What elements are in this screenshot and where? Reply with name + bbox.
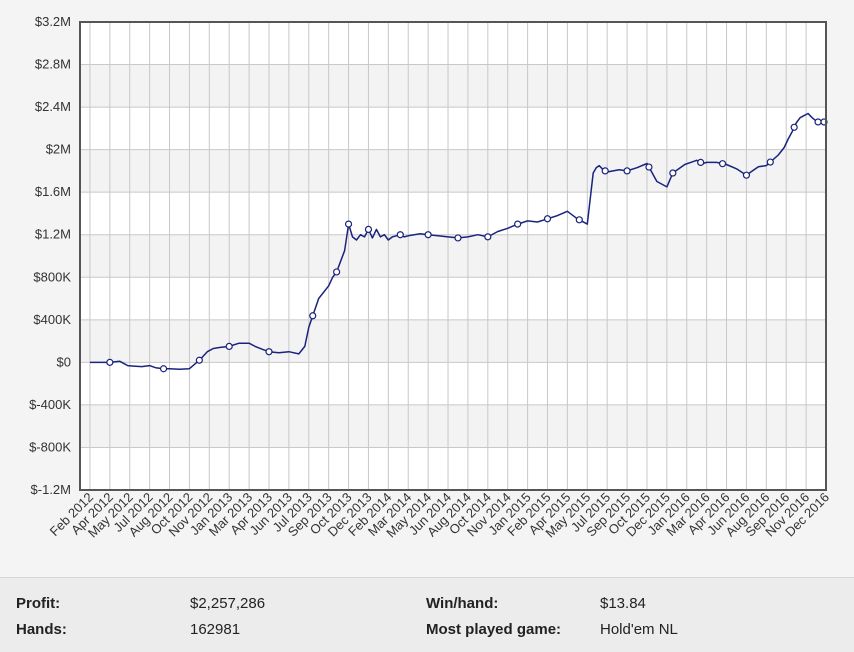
most-played-game-value: Hold'em NL: [600, 621, 678, 638]
plot-band: [80, 404, 826, 448]
profit-series-point: [623, 167, 631, 175]
win-per-hand-label: Win/hand:: [426, 595, 499, 612]
profit-series-point: [265, 348, 273, 356]
profit-value: $2,257,286: [190, 595, 266, 612]
profit-series-point: [814, 118, 822, 126]
profit-series-point: [718, 160, 727, 168]
y-tick-label: $800K: [33, 269, 71, 284]
most-played-game-label: Most played game:: [426, 621, 562, 638]
profit-series-point: [697, 158, 705, 166]
profit-series-point: [645, 163, 653, 171]
profit-series-point: [106, 358, 114, 366]
profit-series-point: [309, 312, 317, 320]
profit-series-point: [424, 231, 432, 239]
profit-series-point: [333, 268, 341, 276]
profit-series-point: [669, 169, 677, 177]
profit-series-point: [790, 123, 798, 131]
profit-series-point: [344, 220, 353, 228]
y-tick-label: $400K: [33, 312, 71, 327]
y-tick-label: $1.6M: [35, 184, 71, 199]
profit-series-point: [159, 365, 168, 373]
y-tick-label: $2.8M: [35, 57, 71, 72]
profit-chart: $3.2M $2.8M $2.4M $2M $1.6M $1.2M $800K $400K $0…: [29, 14, 833, 541]
plot-frame: [79, 21, 827, 491]
y-tick-label: $-1.2M: [31, 482, 71, 497]
profit-series-point: [514, 220, 522, 228]
profit-series-line: [89, 112, 825, 371]
hands-value: 162981: [190, 621, 241, 638]
plot-band: [80, 319, 826, 363]
plot-band: [80, 149, 826, 193]
plot-band: [80, 234, 826, 278]
y-tick-label: $2M: [46, 142, 71, 157]
stats-panel: Profit: $2,257,286 Hands: 162981 Win/han…: [0, 577, 854, 652]
profit-label: Profit:: [16, 595, 61, 612]
profit-series-point: [195, 356, 203, 364]
plot-band: [80, 64, 826, 108]
y-tick-label: $2.4M: [35, 99, 71, 114]
win-per-hand-value: $13.84: [600, 595, 646, 612]
y-tick-label: $3.2M: [35, 14, 71, 29]
profit-series-point: [225, 342, 233, 351]
profit-series-point: [575, 216, 583, 224]
y-tick-label: $-400K: [29, 397, 71, 412]
profit-series-point: [364, 225, 373, 234]
y-tick-label: $1.2M: [35, 227, 71, 242]
profit-series-point: [396, 231, 404, 239]
profit-series-point: [766, 158, 774, 166]
profit-series-point: [454, 234, 462, 242]
hands-label: Hands:: [16, 621, 67, 638]
y-tick-label: $0: [57, 354, 71, 369]
profit-chart-svg: $3.2M $2.8M $2.4M $2M $1.6M $1.2M $800K $400K $0…: [29, 14, 832, 540]
profit-series-point: [601, 167, 609, 175]
y-tick-label: $-800K: [29, 439, 71, 454]
profit-series-point: [484, 233, 492, 241]
profit-series-point: [742, 171, 751, 179]
profit-series-point: [543, 215, 552, 223]
